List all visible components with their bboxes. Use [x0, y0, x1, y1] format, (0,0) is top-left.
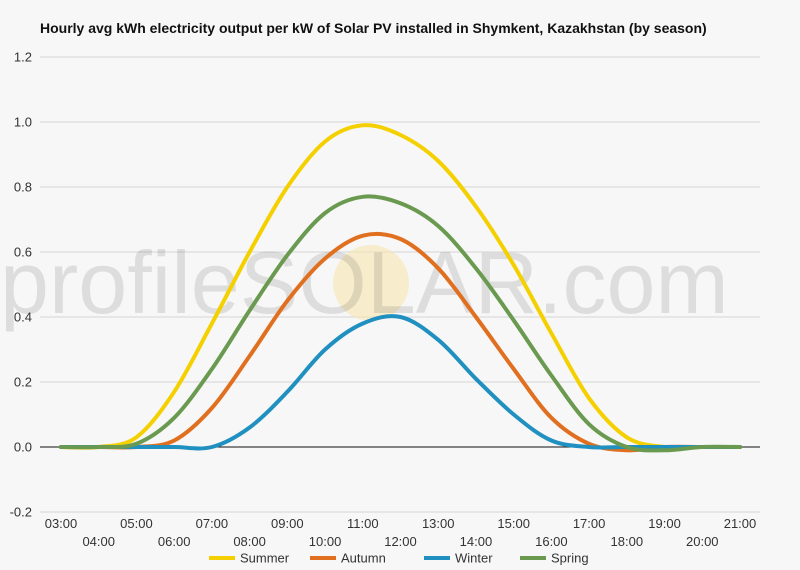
- legend-label: Autumn: [341, 551, 386, 566]
- series-line-spring: [59, 194, 742, 453]
- y-tick-label: 1.0: [14, 115, 32, 130]
- x-tick-label: 21:00: [724, 516, 757, 531]
- x-tick-label: 04:00: [82, 534, 115, 549]
- x-tick-label: 13:00: [422, 516, 455, 531]
- x-tick-label: 16:00: [535, 534, 568, 549]
- x-tick-label: 17:00: [573, 516, 606, 531]
- x-tick-label: 15:00: [497, 516, 530, 531]
- x-tick-label: 18:00: [611, 534, 644, 549]
- y-axis: -0.2 0.0 0.2 0.4 0.6 0.8 1.0 1.2: [10, 50, 32, 520]
- watermark-text: profileSOLAR.com: [0, 233, 729, 332]
- y-tick-label: 0.6: [14, 245, 32, 260]
- chart-title: Hourly avg kWh electricity output per kW…: [40, 20, 707, 36]
- y-tick-label: 0.4: [14, 310, 32, 325]
- y-tick-label: 0.2: [14, 375, 32, 390]
- legend-label: Summer: [240, 551, 290, 566]
- watermark-sun-icon: [333, 245, 409, 321]
- y-tick-label: 0.8: [14, 180, 32, 195]
- legend-label: Spring: [551, 551, 589, 566]
- x-tick-label: 20:00: [686, 534, 719, 549]
- legend: Summer Autumn Winter Spring: [209, 551, 589, 566]
- y-tick-label: 0.0: [14, 440, 32, 455]
- series-line-summer: [59, 123, 742, 450]
- y-tick-label: -0.2: [10, 505, 32, 520]
- x-tick-label: 19:00: [648, 516, 681, 531]
- x-axis: 03:00 04:00 05:00 06:00 07:00 08:00 09:00 10:00…: [45, 516, 757, 549]
- y-tick-label: 1.2: [14, 50, 32, 65]
- x-tick-label: 05:00: [120, 516, 153, 531]
- series-line-autumn: [59, 231, 742, 453]
- x-tick-label: 08:00: [233, 534, 266, 549]
- x-tick-label: 07:00: [196, 516, 229, 531]
- legend-label: Winter: [455, 551, 493, 566]
- x-tick-label: 06:00: [158, 534, 191, 549]
- x-tick-label: 10:00: [309, 534, 342, 549]
- x-tick-label: 03:00: [45, 516, 78, 531]
- watermark: profileSOLAR.com: [0, 233, 729, 332]
- x-tick-label: 14:00: [460, 534, 493, 549]
- x-tick-label: 09:00: [271, 516, 304, 531]
- x-tick-label: 11:00: [347, 516, 379, 531]
- x-tick-label: 12:00: [384, 534, 417, 549]
- series-lines: [59, 123, 742, 453]
